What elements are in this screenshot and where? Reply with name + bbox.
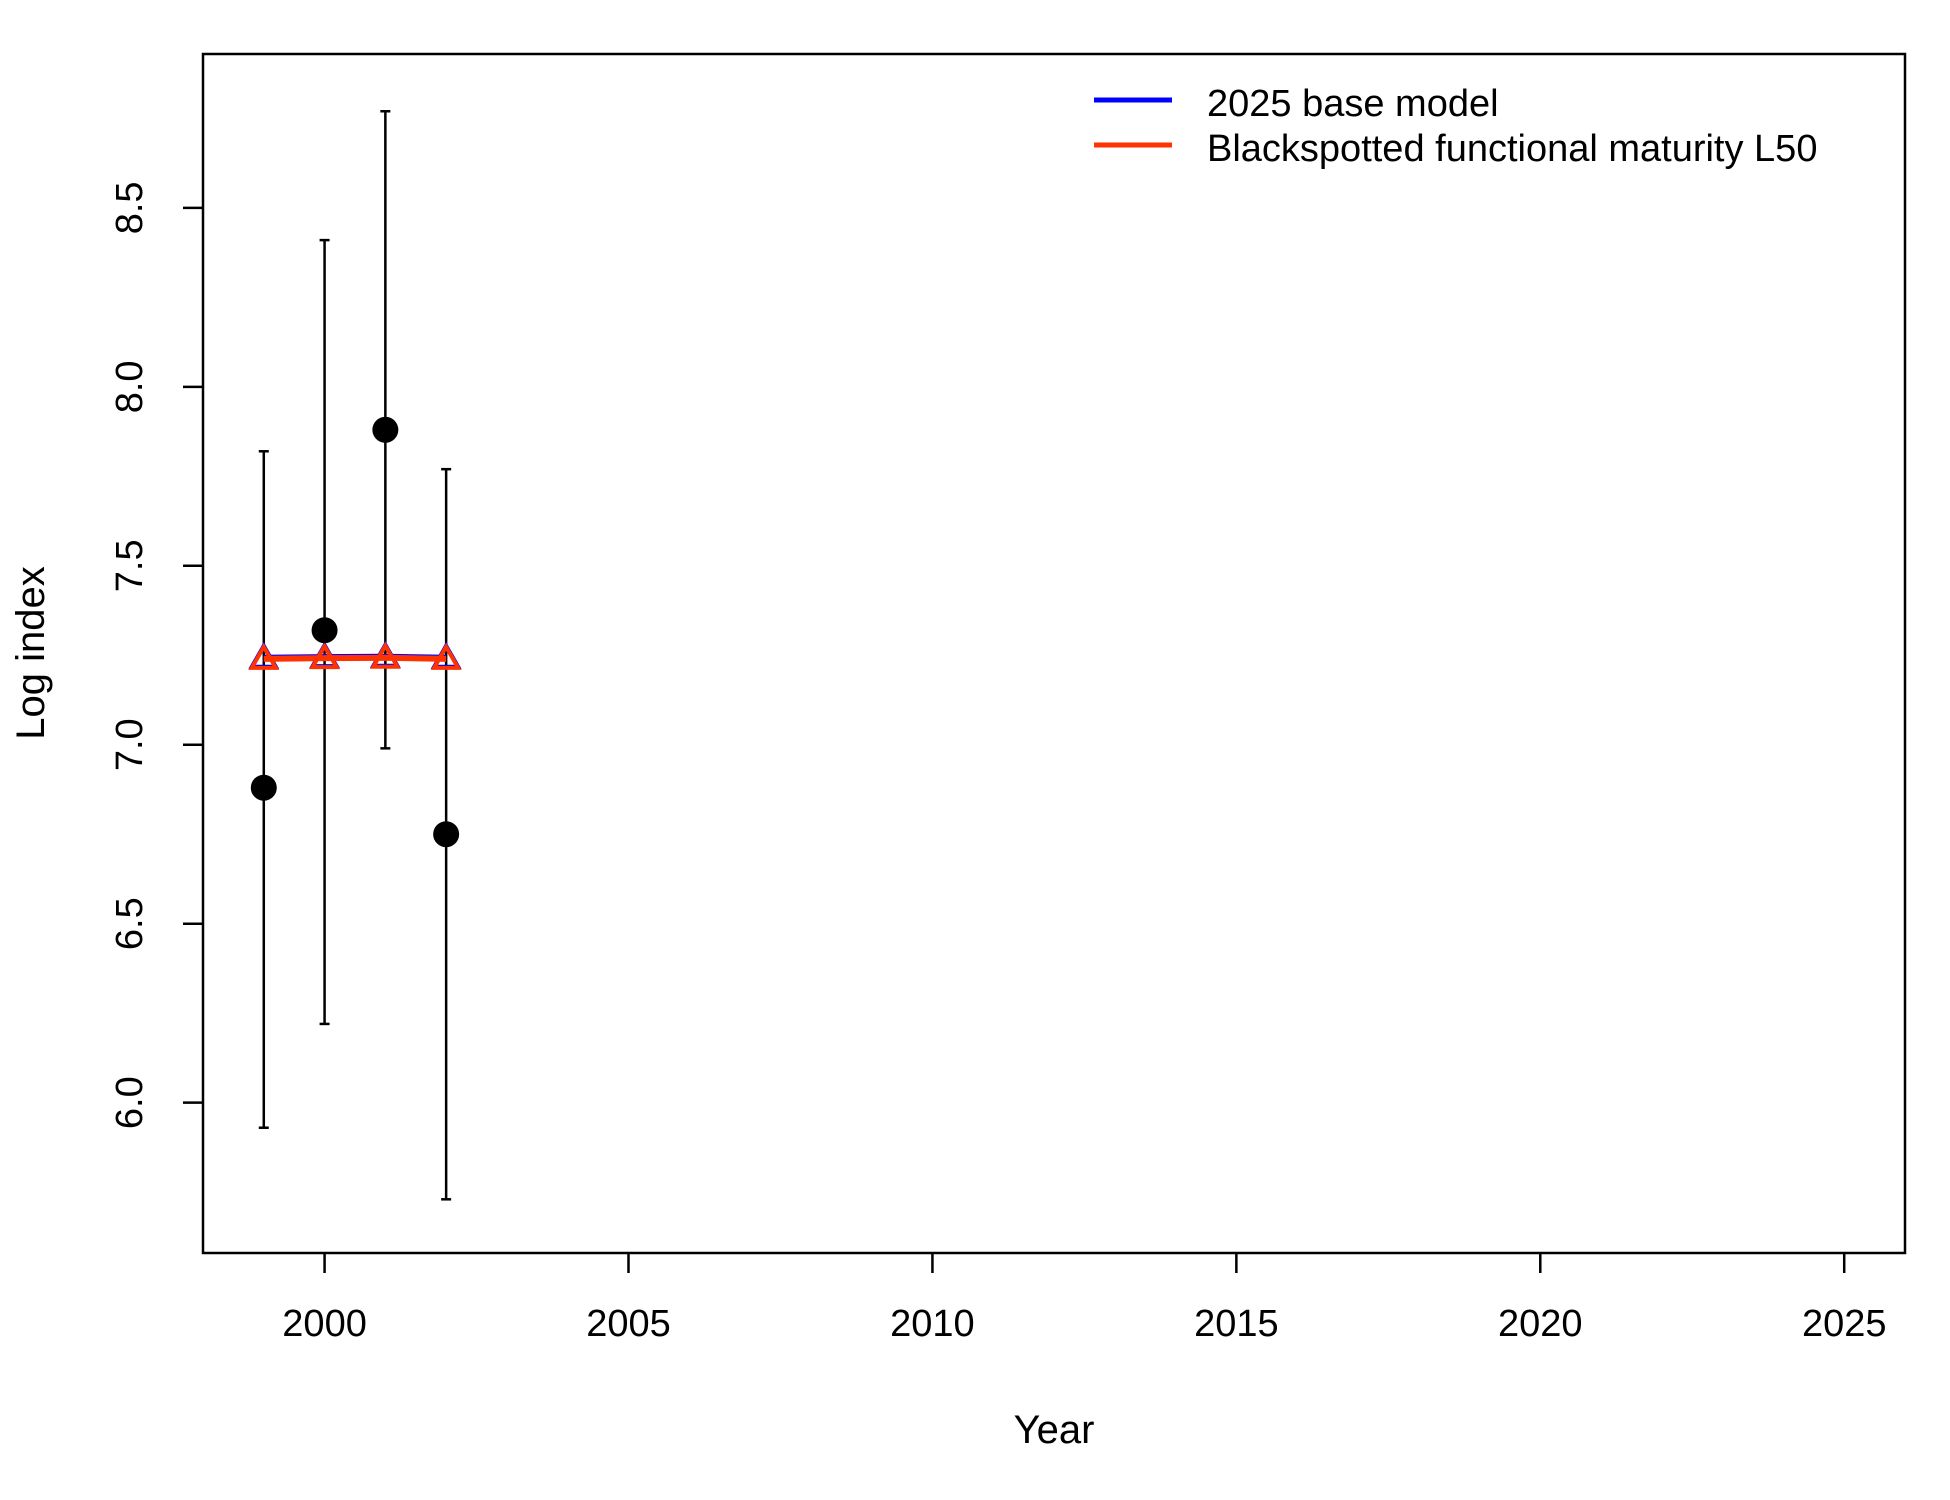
x-tick-label-2025: 2025 — [1802, 1303, 1887, 1345]
series-1-marker-1999 — [248, 642, 280, 670]
x-axis: 2000 2005 2010 2015 2020 2025 — [282, 1253, 1886, 1345]
y-tick-label-7.0: 7.0 — [109, 718, 151, 771]
observed-point-2001 — [372, 416, 399, 443]
y-tick-label-8.5: 8.5 — [109, 181, 151, 234]
series-1-marker-2000 — [309, 642, 341, 670]
y-tick-label-6.5: 6.5 — [109, 897, 151, 950]
series-1-marker-2002 — [430, 642, 462, 670]
legend: 2025 base model Blackspotted functional … — [1094, 83, 1817, 170]
series-line-1 — [263, 654, 447, 662]
legend-label-blackspotted: Blackspotted functional maturity L50 — [1207, 128, 1817, 170]
y-tick-label-6.0: 6.0 — [109, 1076, 151, 1129]
x-tick-label-2015: 2015 — [1194, 1303, 1279, 1345]
x-tick-label-2010: 2010 — [890, 1303, 975, 1345]
y-axis: 6.0 6.5 7.0 7.5 8.0 8.5 — [109, 181, 203, 1129]
observed-point-2000 — [311, 617, 338, 644]
observed-point-2002 — [433, 821, 460, 848]
x-axis-title: Year — [1014, 1408, 1095, 1452]
y-axis-title: Log index — [9, 566, 53, 739]
series-1-marker-2001 — [369, 641, 401, 669]
x-tick-label-2000: 2000 — [282, 1303, 367, 1345]
observed-points — [250, 416, 460, 848]
observed-point-1999 — [250, 774, 277, 801]
y-tick-label-7.5: 7.5 — [109, 539, 151, 592]
x-tick-label-2020: 2020 — [1498, 1303, 1583, 1345]
y-tick-label-8.0: 8.0 — [109, 360, 151, 413]
legend-label-base-model: 2025 base model — [1207, 83, 1499, 125]
series-layer — [248, 640, 462, 670]
x-tick-label-2005: 2005 — [586, 1303, 671, 1345]
plot-frame — [201, 52, 1907, 1255]
